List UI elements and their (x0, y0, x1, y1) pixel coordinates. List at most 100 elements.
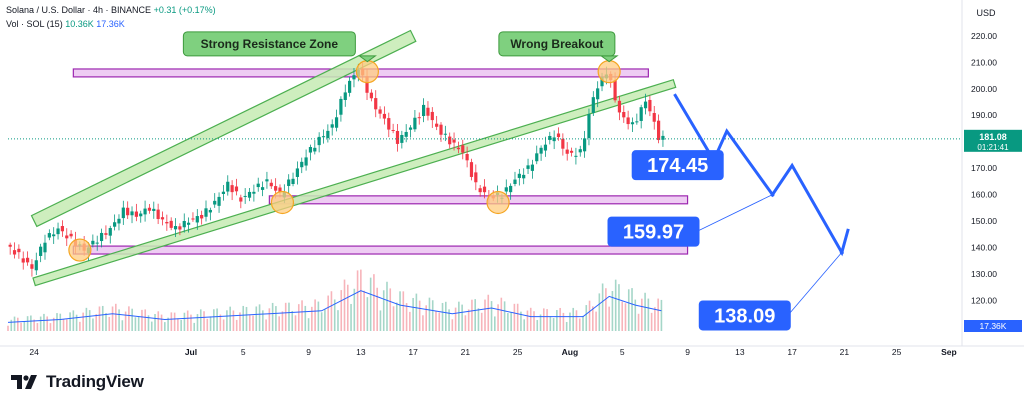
y-tick-label: 170.00 (971, 163, 997, 173)
candle-body (173, 226, 178, 230)
volume-bar (464, 315, 467, 331)
y-tick-label: 210.00 (971, 57, 997, 67)
highlight-circle-4[interactable] (486, 190, 510, 215)
volume-bar (409, 311, 411, 331)
target-box-1[interactable] (631, 150, 724, 181)
candle-body (596, 88, 600, 100)
highlight-circle-3[interactable] (355, 60, 379, 84)
annotation-box-2[interactable] (498, 31, 616, 57)
candle-body (578, 149, 582, 153)
highlight-circle-1[interactable] (68, 238, 92, 262)
volume-bar (232, 310, 235, 331)
volume-bar (598, 293, 601, 331)
volume-bar (17, 317, 19, 331)
candle-body (417, 117, 421, 119)
volume-bar (239, 312, 241, 331)
brand[interactable]: TradingView (10, 372, 144, 392)
candle-body (121, 207, 125, 219)
candle-body (113, 222, 117, 227)
highlight-circle-5[interactable] (597, 60, 621, 84)
volume-bar (268, 308, 271, 331)
candle-body (287, 179, 291, 186)
volume-bar (360, 269, 362, 331)
x-tick-label: 17 (787, 347, 797, 357)
target-box-3[interactable] (698, 300, 791, 331)
volume-bar (147, 315, 150, 331)
volume-bar (608, 306, 610, 331)
volume-bar (141, 309, 143, 331)
volume-bar (539, 314, 542, 331)
highlight-circle-2[interactable] (270, 190, 295, 215)
volume-bar (252, 315, 254, 331)
volume-bar (193, 322, 196, 331)
candle-body (343, 92, 347, 101)
volume-bar (484, 299, 486, 331)
volume-bar (115, 303, 117, 331)
candle-body (147, 207, 152, 211)
volume-bar (529, 307, 532, 331)
volume-bar (23, 321, 26, 331)
volume-bar (611, 291, 614, 331)
support-zone-2[interactable] (72, 245, 689, 255)
candle-body (39, 246, 43, 256)
support-zone-1[interactable] (268, 195, 689, 205)
candle-body (43, 242, 47, 253)
volume-bar (405, 303, 408, 331)
volume-bar (624, 303, 627, 331)
candle-body (661, 135, 665, 140)
volume-bar (536, 320, 539, 331)
volume-bar (108, 316, 111, 331)
volume-bar (454, 307, 457, 331)
current-price-tag[interactable] (964, 129, 1022, 152)
volume-bar (644, 292, 646, 331)
candle-body (543, 144, 548, 151)
price-change: +0.31 (+0.17%) (153, 5, 216, 15)
volume-bar (657, 298, 659, 331)
annotation-box-1[interactable] (182, 31, 356, 57)
volume-bar (592, 306, 594, 331)
candle-body (382, 113, 387, 119)
volume-bar (183, 312, 186, 331)
target-box-2[interactable] (607, 216, 700, 247)
candle-body (583, 138, 587, 152)
volume-bar (242, 305, 245, 331)
candle-body (195, 216, 199, 223)
candle-body (169, 220, 173, 228)
candle-body (47, 233, 51, 238)
candle-body (308, 147, 313, 153)
volume-tag[interactable] (964, 320, 1022, 332)
symbol-header: Solana / U.S. Dollar · 4h · BINANCE +0.3… (6, 5, 216, 15)
candle-body (639, 107, 643, 121)
y-tick-label: 140.00 (971, 242, 997, 252)
volume-bar (595, 311, 597, 331)
volume-bar (111, 306, 114, 331)
volume-bar (258, 304, 261, 331)
volume-bar (487, 294, 490, 331)
volume-bar (33, 319, 35, 331)
candle-body (569, 150, 574, 153)
candle-body (65, 235, 69, 239)
volume-bar (72, 310, 75, 331)
volume-bar (569, 312, 571, 331)
candle-body (143, 208, 147, 215)
volume-bar (601, 283, 604, 331)
volume-bar (448, 309, 450, 331)
candle-body (365, 76, 369, 93)
x-tick-label: 13 (735, 347, 745, 357)
volume-bar (199, 309, 202, 331)
channel-upper-band[interactable] (30, 29, 417, 228)
target-label-3: 138.09 (714, 305, 775, 327)
volume-bar (588, 300, 591, 331)
candle-body (617, 100, 622, 113)
candle-body (213, 200, 217, 205)
countdown-label: 01:21:41 (977, 143, 1009, 152)
volume-bar (490, 301, 493, 331)
volume-bar (20, 322, 22, 331)
candle-body (52, 234, 56, 237)
volume-bar (255, 306, 258, 331)
candle-body (25, 257, 30, 263)
volume-bar (7, 325, 9, 331)
channel-lower-band[interactable] (32, 78, 677, 287)
